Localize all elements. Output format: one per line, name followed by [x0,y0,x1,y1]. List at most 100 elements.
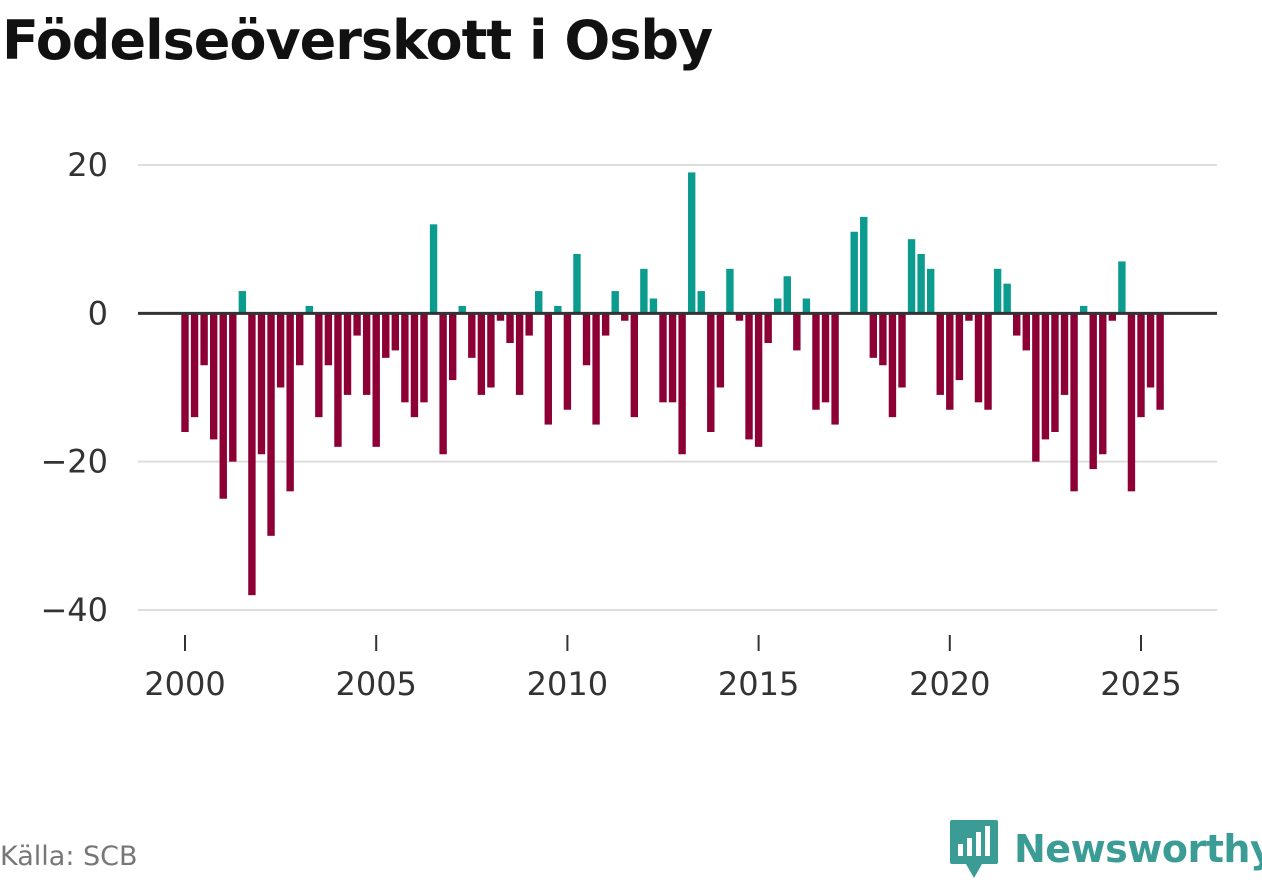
bar [1060,313,1069,395]
bar [305,305,313,314]
bar [1013,313,1021,336]
y-tick-label: 20 [67,146,108,184]
bar [601,313,610,336]
bar [209,313,218,440]
bar [1156,313,1164,410]
bar [926,268,935,314]
bar [544,313,552,425]
bar [1099,313,1107,455]
bar [888,313,897,418]
brand-logo-group: Newsworthy [948,818,1262,880]
bar-series [181,172,1164,596]
bar [707,313,715,432]
bar [439,313,447,455]
bar [420,313,428,403]
bar [726,268,734,314]
bar [745,313,753,440]
bar [391,313,400,351]
bar [257,313,266,455]
bar [276,313,285,388]
bar [1127,313,1136,492]
bar [754,313,763,447]
chart-title: Födelseöverskott i Osby [2,9,713,72]
bar [898,313,906,388]
bar [687,172,696,314]
bar [238,291,247,314]
x-tick-label: 2020 [909,665,990,703]
bar [563,313,572,410]
bar [248,313,256,596]
bar [668,313,677,403]
bar [716,313,725,388]
bar [649,298,658,314]
bar [735,313,744,321]
bar [936,313,944,395]
bar [783,276,791,314]
bar [697,291,705,314]
bar [592,313,600,425]
bar [946,313,954,410]
bar [487,313,495,388]
bar [429,224,438,314]
bar [860,216,868,314]
bar [879,313,887,366]
bar [793,313,801,351]
bar [907,239,916,314]
bar [315,313,323,418]
newsworthy-logo-icon [950,820,998,878]
bar [468,313,476,358]
bar [1137,313,1145,418]
x-tick-label: 2015 [718,665,799,703]
bar [1070,313,1078,492]
bar [219,313,227,499]
bar [812,313,820,410]
x-tick-label: 2000 [144,665,225,703]
bar [1003,283,1011,314]
bar [917,254,925,314]
bar [267,313,275,536]
bar [334,313,342,447]
bar [506,313,514,343]
brand-name: Newsworthy [1014,827,1262,871]
bar [1118,261,1126,314]
x-tick-label: 2025 [1100,665,1181,703]
bar [448,313,457,381]
bar [458,305,466,314]
bar [1108,313,1117,321]
source-note: Källa: SCB [0,841,138,872]
bar [764,313,772,343]
bar [821,313,830,403]
bar [229,313,237,462]
bar [640,268,648,314]
bar [1089,313,1097,470]
bar [774,298,782,314]
bar [525,313,533,336]
bar [573,254,581,314]
bar [362,313,371,395]
bar [286,313,294,492]
bar [678,313,686,455]
bar [324,313,333,366]
bar [802,298,811,314]
bar [372,313,380,447]
bar [965,313,973,321]
bar [535,291,543,314]
bar [496,313,505,321]
bar [181,313,189,432]
bar [554,305,562,314]
x-tick-label: 2005 [335,665,416,703]
bar [974,313,983,403]
bar [659,313,667,403]
bar [1032,313,1040,462]
bar [1041,313,1050,440]
bar [477,313,486,395]
bar [850,231,858,314]
bar [993,268,1002,314]
x-tick-label: 2010 [527,665,608,703]
grid-lines [138,164,1217,611]
bar [1051,313,1059,432]
bar [831,313,839,425]
bar [1146,313,1155,388]
bar [200,313,208,366]
bar [611,291,619,314]
